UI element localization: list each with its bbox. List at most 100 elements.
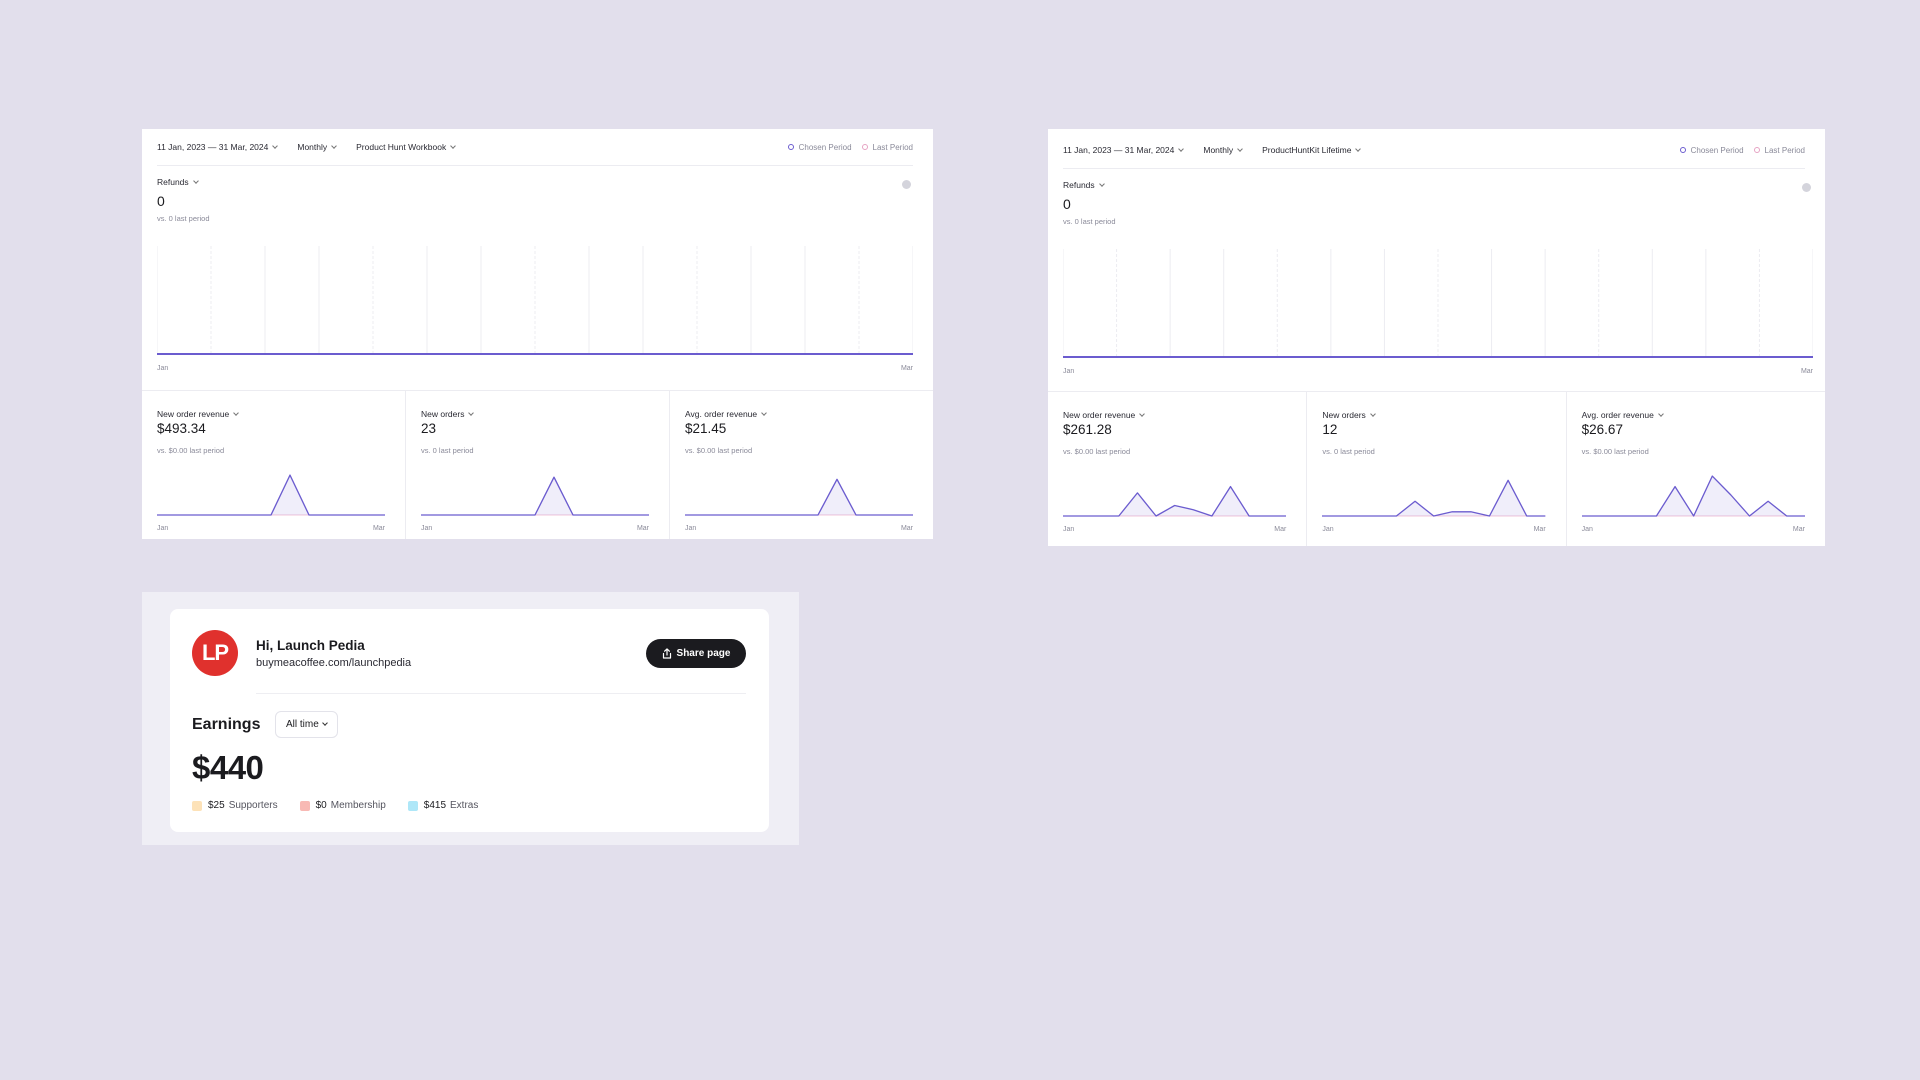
analytics-panel-lifetime: 11 Jan, 2023 — 31 Mar, 2024 Monthly Prod…: [1048, 129, 1825, 546]
chevron-down-icon: [1178, 145, 1185, 152]
membership-swatch: [299, 800, 310, 811]
series-line: [157, 474, 385, 516]
metric-cards: New order revenue $261.28 vs. $0.00 last…: [1048, 391, 1825, 546]
divider: [157, 165, 913, 166]
x-axis-end-label: Mar: [900, 365, 913, 372]
chevron-down-icon: [331, 142, 337, 149]
series-line: [421, 476, 649, 516]
chevron-down-icon: [1369, 410, 1376, 417]
series-area: [1322, 480, 1546, 516]
series-line: [1322, 479, 1546, 517]
profile-url[interactable]: buymeacoffee.com/launchpedia: [256, 657, 412, 669]
metric-comparison: vs. $0.00 last period: [157, 446, 225, 455]
sparkline-svg: [157, 474, 385, 516]
metric-select[interactable]: New order revenue: [157, 409, 240, 419]
x-axis-start-label: Jan: [1063, 526, 1075, 533]
chevron-down-icon: [233, 409, 240, 416]
metric-comparison: vs. $0.00 last period: [685, 446, 753, 455]
divider: [1063, 168, 1805, 169]
breakdown-supporters: $25 Supporters: [192, 800, 278, 811]
chevron-down-icon: [761, 409, 767, 416]
sparkline: [421, 469, 649, 517]
extras-swatch: [407, 800, 418, 811]
supporters-swatch: [192, 800, 202, 811]
refunds-select[interactable]: Refunds: [157, 177, 210, 187]
granularity-select[interactable]: Monthly: [297, 142, 337, 152]
metric-card-new-order-revenue: New order revenue $261.28 vs. $0.00 last…: [1048, 392, 1308, 546]
breakdown-membership: $0 Membership: [299, 800, 386, 811]
circle-icon: [787, 144, 794, 150]
x-axis-start-label: Jan: [157, 525, 169, 532]
refunds-select[interactable]: Refunds: [1063, 180, 1116, 190]
sparkline: [157, 469, 385, 517]
chevron-down-icon: [450, 142, 457, 149]
x-axis-start-label: Jan: [1063, 368, 1075, 375]
earnings-card: LP Hi, Launch Pedia buymeacoffee.com/lau…: [170, 609, 769, 832]
sparkline: [1322, 470, 1546, 518]
refunds-comparison: vs. 0 last period: [157, 214, 210, 223]
product-select[interactable]: ProductHuntKit Lifetime: [1262, 145, 1362, 155]
metric-value: 23: [421, 421, 437, 436]
series-area: [421, 477, 649, 515]
series-area: [157, 475, 385, 515]
circle-icon: [1679, 147, 1686, 153]
refunds-metric: Refunds 0 vs. 0 last period: [157, 177, 210, 223]
chart-legend: Chosen Period Last Period: [778, 143, 913, 152]
x-axis-end-label: Mar: [372, 525, 385, 532]
series-area: [1063, 486, 1287, 516]
metric-select[interactable]: Avg. order revenue: [1582, 410, 1664, 420]
refunds-value: 0: [1063, 196, 1071, 212]
chevron-down-icon: [1355, 145, 1362, 152]
chevron-down-icon: [1098, 180, 1105, 187]
info-icon[interactable]: [1802, 183, 1811, 192]
metric-value: $26.67: [1581, 422, 1623, 437]
sparkline: [1581, 470, 1805, 518]
product-select[interactable]: Product Hunt Workbook: [356, 142, 457, 152]
x-axis-start-label: Jan: [1322, 526, 1334, 533]
x-axis-end-label: Mar: [1800, 368, 1813, 375]
share-page-button[interactable]: Share page: [646, 639, 746, 668]
date-range-picker[interactable]: 11 Jan, 2023 — 31 Mar, 2024: [1063, 145, 1185, 155]
breakdown-extras: $415 Extras: [407, 800, 478, 811]
chevron-down-icon: [272, 142, 279, 149]
refunds-chart: [1063, 249, 1813, 359]
series-area: [685, 479, 913, 515]
avatar[interactable]: LP: [192, 630, 238, 676]
chevron-down-icon: [192, 177, 199, 184]
x-axis-end-label: Mar: [1533, 526, 1546, 533]
x-axis-start-label: Jan: [157, 365, 169, 372]
metric-select[interactable]: New orders: [421, 409, 475, 419]
sparkline-svg: [1322, 479, 1546, 517]
metric-value: $261.28: [1063, 422, 1112, 437]
circle-icon: [861, 144, 868, 150]
series-line: [1063, 485, 1287, 517]
share-icon: [662, 648, 671, 659]
metric-comparison: vs. $0.00 last period: [1581, 447, 1649, 456]
x-axis-start-label: Jan: [1581, 526, 1593, 533]
sparkline-svg: [685, 478, 913, 516]
period-select[interactable]: All time: [275, 711, 338, 738]
sparkline-svg: [1581, 475, 1805, 517]
earnings-frame: LP Hi, Launch Pedia buymeacoffee.com/lau…: [142, 592, 799, 845]
date-range-picker[interactable]: 11 Jan, 2023 — 31 Mar, 2024: [157, 142, 279, 152]
metric-select[interactable]: New order revenue: [1063, 410, 1146, 420]
metric-select[interactable]: Avg. order revenue: [685, 409, 767, 419]
metric-select[interactable]: New orders: [1322, 410, 1376, 420]
series-line: [685, 478, 913, 516]
x-axis-end-label: Mar: [636, 525, 649, 532]
metric-cards: New order revenue $493.34 vs. $0.00 last…: [142, 390, 933, 539]
earnings-total: $440: [192, 749, 264, 786]
metric-comparison: vs. 0 last period: [421, 446, 474, 455]
legend-chosen-period: Chosen Period: [1679, 146, 1744, 155]
granularity-select[interactable]: Monthly: [1203, 145, 1243, 155]
chevron-down-icon: [468, 409, 475, 416]
chevron-down-icon: [1139, 410, 1146, 417]
refunds-chart-svg: [1063, 249, 1813, 358]
metric-value: $21.45: [685, 421, 727, 436]
refunds-metric: Refunds 0 vs. 0 last period: [1063, 180, 1116, 226]
metric-card-new-order-revenue: New order revenue $493.34 vs. $0.00 last…: [142, 391, 406, 539]
refunds-value: 0: [157, 193, 165, 209]
chevron-down-icon: [1657, 410, 1664, 417]
info-icon[interactable]: [902, 180, 911, 189]
greeting: Hi, Launch Pedia: [256, 638, 365, 653]
